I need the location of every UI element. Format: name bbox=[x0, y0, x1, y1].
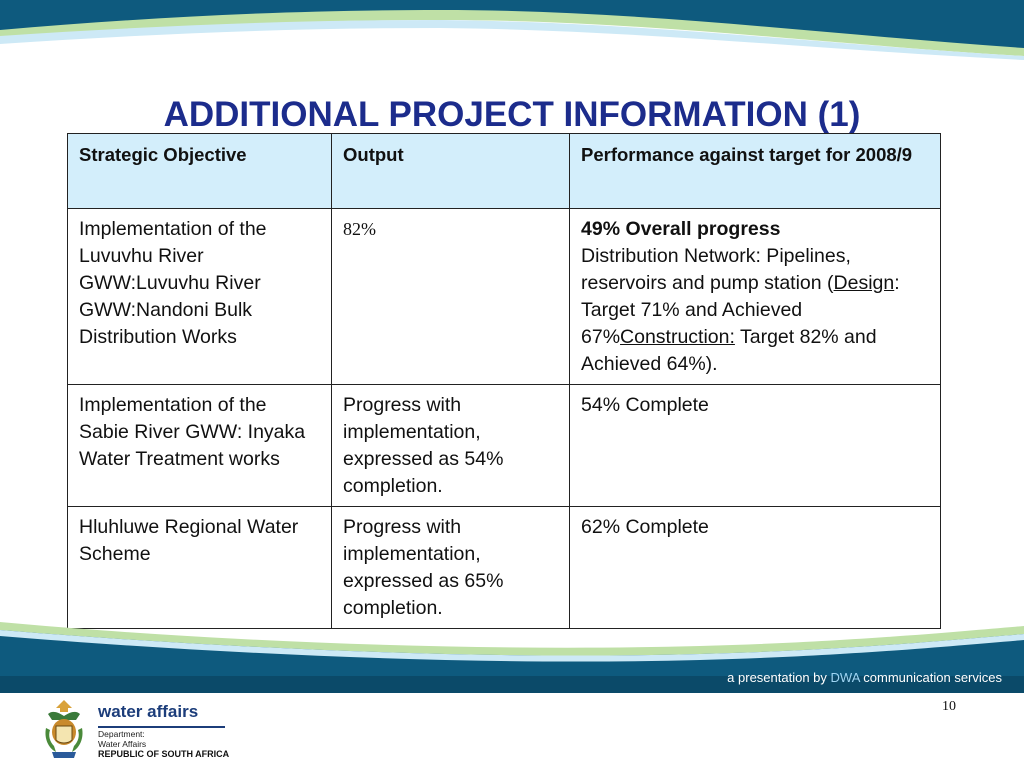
bottom-wave-band bbox=[0, 622, 1024, 693]
header-performance: Performance against target for 2008/9 bbox=[569, 133, 941, 209]
performance-headline: 49% Overall progress bbox=[581, 218, 781, 240]
logo-department: Department: Water Affairs bbox=[98, 729, 146, 749]
performance-cell: 62% Complete bbox=[569, 506, 941, 629]
logo-dept-line2: Water Affairs bbox=[98, 739, 147, 749]
credit-suffix: communication services bbox=[859, 670, 1002, 685]
objective-cell: Hluhluwe Regional Water Scheme bbox=[67, 506, 332, 629]
table-row: Implementation of the Luvuvhu River GWW:… bbox=[67, 208, 941, 385]
output-cell: Progress with implementation, expressed … bbox=[331, 384, 570, 507]
header-output: Output bbox=[331, 133, 570, 209]
performance-text: Target 82% and Achieved 64%). bbox=[581, 326, 877, 375]
output-cell: Progress with implementation, expressed … bbox=[331, 506, 570, 629]
credit-prefix: a presentation by bbox=[727, 670, 831, 685]
logo-country: REPUBLIC OF SOUTH AFRICA bbox=[98, 749, 230, 759]
table-row: Implementation of the Sabie River GWW: I… bbox=[67, 384, 941, 507]
construction-label: Construction: bbox=[620, 326, 735, 348]
objective-cell: Implementation of the Sabie River GWW: I… bbox=[67, 384, 332, 507]
department-logo: water affairs Department: Water Affairs … bbox=[38, 698, 238, 764]
top-wave-band bbox=[0, 0, 1024, 60]
design-label: Design bbox=[833, 272, 895, 294]
performance-cell: 49% Overall progress Distribution Networ… bbox=[569, 208, 941, 385]
objective-cell: Implementation of the Luvuvhu River GWW:… bbox=[67, 208, 332, 385]
credit-dwa: DWA bbox=[830, 670, 860, 685]
presentation-credit: a presentation by DWA communication serv… bbox=[727, 670, 1002, 685]
performance-text: : Target 71% and Achieved 67% bbox=[581, 272, 900, 348]
slide-title: ADDITIONAL PROJECT INFORMATION (1) bbox=[163, 95, 861, 135]
table-header-row: Strategic Objective Output Performance a… bbox=[67, 133, 941, 209]
table-row: Hluhluwe Regional Water Scheme Progress … bbox=[67, 506, 941, 629]
project-info-table: Strategic Objective Output Performance a… bbox=[67, 133, 941, 629]
logo-divider bbox=[98, 726, 225, 728]
header-strategic-objective: Strategic Objective bbox=[67, 133, 332, 209]
logo-dept-line1: Department: bbox=[98, 729, 145, 739]
logo-name: water affairs bbox=[98, 702, 199, 721]
page-number: 10 bbox=[942, 699, 956, 714]
output-cell: 82% bbox=[331, 208, 570, 385]
coat-of-arms-icon bbox=[45, 700, 83, 758]
performance-cell: 54% Complete bbox=[569, 384, 941, 507]
performance-text: Distribution Network: Pipelines, reservo… bbox=[581, 245, 851, 294]
